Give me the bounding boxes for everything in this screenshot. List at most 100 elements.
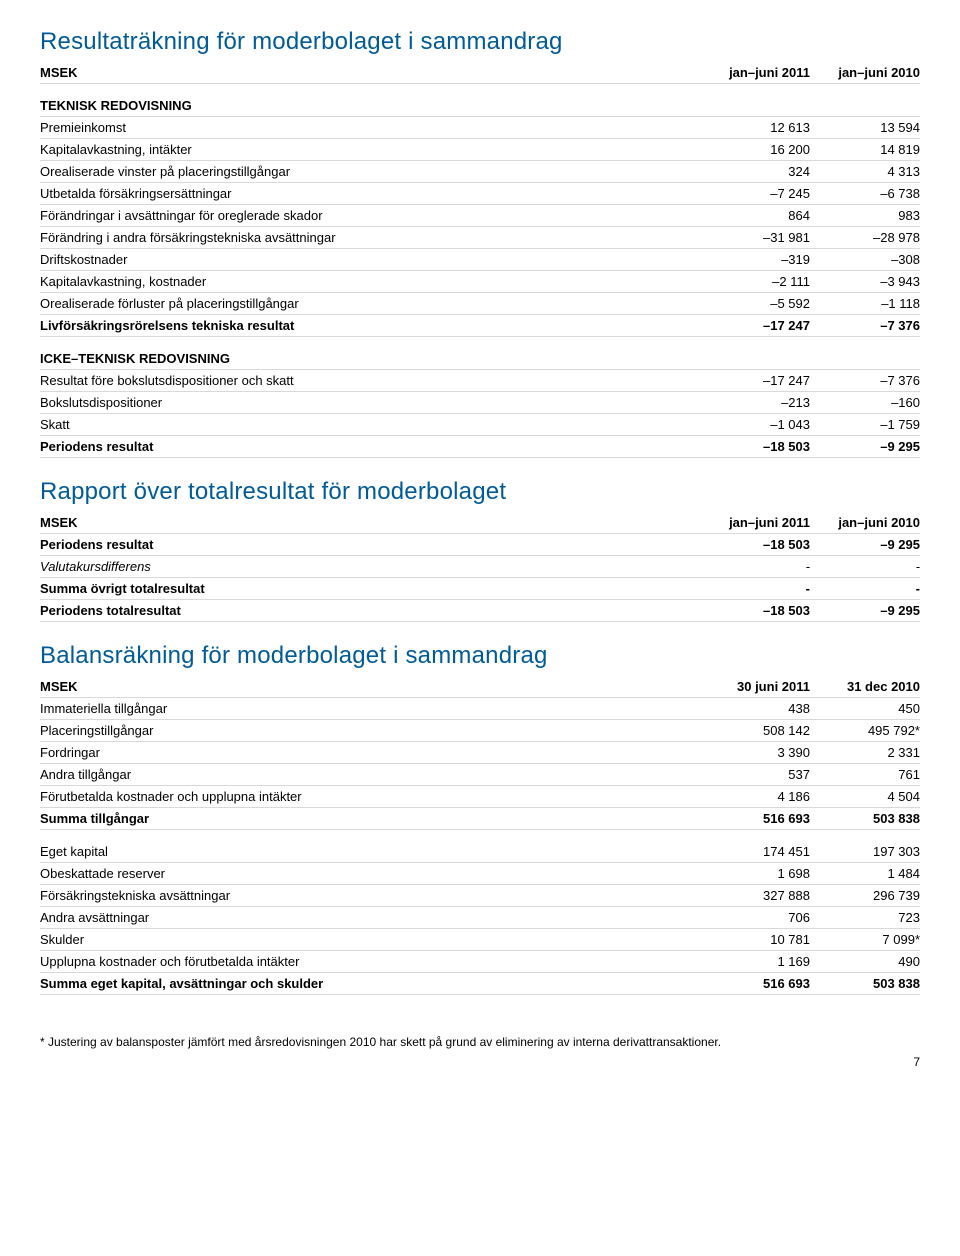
row-label: Periodens totalresultat bbox=[40, 600, 700, 622]
section1-title: Resultaträkning för moderbolaget i samma… bbox=[40, 28, 920, 56]
col-msek: MSEK bbox=[40, 62, 700, 84]
row-c1: 438 bbox=[700, 698, 810, 720]
row-c1: 4 186 bbox=[700, 786, 810, 808]
row-c1: 508 142 bbox=[700, 720, 810, 742]
row-label: Förändringar i avsättningar för oreglera… bbox=[40, 205, 700, 227]
row-c1: 324 bbox=[700, 161, 810, 183]
row-c1: –2 111 bbox=[700, 271, 810, 293]
row-c2: 13 594 bbox=[810, 117, 920, 139]
row-label: Valutakursdifferens bbox=[40, 556, 700, 578]
row-c1: –18 503 bbox=[700, 600, 810, 622]
row-c2: 4 313 bbox=[810, 161, 920, 183]
row-c1: –17 247 bbox=[700, 370, 810, 392]
row-c1: 12 613 bbox=[700, 117, 810, 139]
col-period1: 30 juni 2011 bbox=[700, 676, 810, 698]
row-c1: –17 247 bbox=[700, 315, 810, 337]
row-c1: 16 200 bbox=[700, 139, 810, 161]
row-c1: - bbox=[700, 556, 810, 578]
row-label: Summa övrigt totalresultat bbox=[40, 578, 700, 600]
row-c1: –7 245 bbox=[700, 183, 810, 205]
row-c2: 4 504 bbox=[810, 786, 920, 808]
row-c1: 3 390 bbox=[700, 742, 810, 764]
row-label: Förutbetalda kostnader och upplupna intä… bbox=[40, 786, 700, 808]
row-label: Bokslutsdispositioner bbox=[40, 392, 700, 414]
row-c1: 10 781 bbox=[700, 929, 810, 951]
row-c2: –28 978 bbox=[810, 227, 920, 249]
row-c2: –9 295 bbox=[810, 534, 920, 556]
row-c1: 537 bbox=[700, 764, 810, 786]
row-c2: - bbox=[810, 578, 920, 600]
row-c2: 503 838 bbox=[810, 973, 920, 995]
row-c2: –3 943 bbox=[810, 271, 920, 293]
row-c1: 174 451 bbox=[700, 830, 810, 863]
subheader-nontechnical: ICKE–TEKNISK REDOVISNING bbox=[40, 337, 920, 370]
row-c2: 495 792* bbox=[810, 720, 920, 742]
row-c1: 516 693 bbox=[700, 973, 810, 995]
row-label: Andra avsättningar bbox=[40, 907, 700, 929]
row-label: Orealiserade vinster på placeringstillgå… bbox=[40, 161, 700, 183]
col-period1: jan–juni 2011 bbox=[700, 62, 810, 84]
row-label: Kapitalavkastning, kostnader bbox=[40, 271, 700, 293]
row-label: Eget kapital bbox=[40, 830, 700, 863]
row-c1: 516 693 bbox=[700, 808, 810, 830]
col-period2: 31 dec 2010 bbox=[810, 676, 920, 698]
col-period2: jan–juni 2010 bbox=[810, 512, 920, 534]
row-c1: –5 592 bbox=[700, 293, 810, 315]
row-c1: 327 888 bbox=[700, 885, 810, 907]
section1-table: MSEK jan–juni 2011 jan–juni 2010 TEKNISK… bbox=[40, 62, 920, 458]
row-c2: 7 099* bbox=[810, 929, 920, 951]
row-label: Driftskostnader bbox=[40, 249, 700, 271]
row-c2: –9 295 bbox=[810, 436, 920, 458]
page-number: 7 bbox=[40, 1055, 920, 1069]
row-c2: –7 376 bbox=[810, 315, 920, 337]
row-c2: 14 819 bbox=[810, 139, 920, 161]
row-label: Kapitalavkastning, intäkter bbox=[40, 139, 700, 161]
col-period1: jan–juni 2011 bbox=[700, 512, 810, 534]
row-label: Skatt bbox=[40, 414, 700, 436]
row-c2: –308 bbox=[810, 249, 920, 271]
row-label: Periodens resultat bbox=[40, 534, 700, 556]
row-c2: 503 838 bbox=[810, 808, 920, 830]
col-msek: MSEK bbox=[40, 676, 700, 698]
row-c1: –1 043 bbox=[700, 414, 810, 436]
row-label: Utbetalda försäkringsersättningar bbox=[40, 183, 700, 205]
section2-title: Rapport över totalresultat för moderbola… bbox=[40, 478, 920, 506]
row-c2: 296 739 bbox=[810, 885, 920, 907]
row-label: Obeskattade reserver bbox=[40, 863, 700, 885]
row-c1: –31 981 bbox=[700, 227, 810, 249]
row-label: Livförsäkringsrörelsens tekniska resulta… bbox=[40, 315, 700, 337]
subheader-technical: TEKNISK REDOVISNING bbox=[40, 84, 920, 117]
row-label: Summa eget kapital, avsättningar och sku… bbox=[40, 973, 700, 995]
row-c2: 1 484 bbox=[810, 863, 920, 885]
row-c2: –6 738 bbox=[810, 183, 920, 205]
section3-title: Balansräkning för moderbolaget i sammand… bbox=[40, 642, 920, 670]
section3-table: MSEK 30 juni 2011 31 dec 2010 Immateriel… bbox=[40, 676, 920, 995]
row-c2: 2 331 bbox=[810, 742, 920, 764]
row-label: Skulder bbox=[40, 929, 700, 951]
row-label: Fordringar bbox=[40, 742, 700, 764]
row-label: Resultat före bokslutsdispositioner och … bbox=[40, 370, 700, 392]
row-c2: –1 118 bbox=[810, 293, 920, 315]
col-msek: MSEK bbox=[40, 512, 700, 534]
row-label: Förändring i andra försäkringstekniska a… bbox=[40, 227, 700, 249]
row-label: Andra tillgångar bbox=[40, 764, 700, 786]
row-c1: –18 503 bbox=[700, 436, 810, 458]
row-label: Orealiserade förluster på placeringstill… bbox=[40, 293, 700, 315]
row-c2: 761 bbox=[810, 764, 920, 786]
row-label: Upplupna kostnader och förutbetalda intä… bbox=[40, 951, 700, 973]
section2-table: MSEK jan–juni 2011 jan–juni 2010 Periode… bbox=[40, 512, 920, 622]
row-c2: - bbox=[810, 556, 920, 578]
row-c1: - bbox=[700, 578, 810, 600]
col-period2: jan–juni 2010 bbox=[810, 62, 920, 84]
row-c2: –160 bbox=[810, 392, 920, 414]
row-c2: –7 376 bbox=[810, 370, 920, 392]
row-c2: 490 bbox=[810, 951, 920, 973]
row-label: Immateriella tillgångar bbox=[40, 698, 700, 720]
row-c1: –213 bbox=[700, 392, 810, 414]
row-c1: 706 bbox=[700, 907, 810, 929]
row-label: Försäkringstekniska avsättningar bbox=[40, 885, 700, 907]
row-label: Placeringstillgångar bbox=[40, 720, 700, 742]
row-c2: 983 bbox=[810, 205, 920, 227]
row-c1: 1 698 bbox=[700, 863, 810, 885]
row-c2: –9 295 bbox=[810, 600, 920, 622]
